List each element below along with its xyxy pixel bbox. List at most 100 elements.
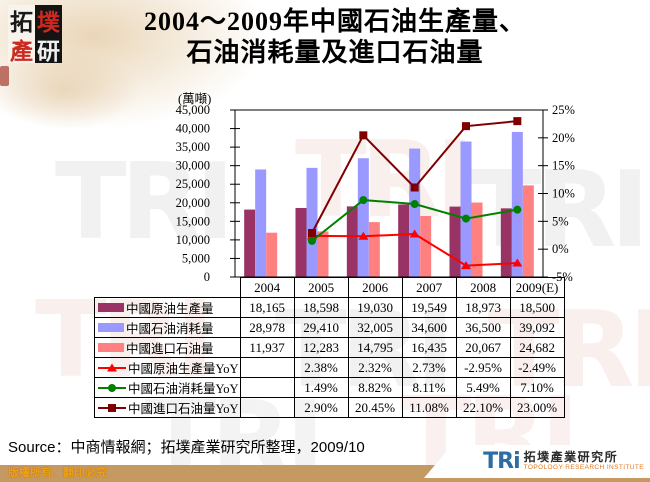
copyright-note: 版權所有．翻印必究 xyxy=(8,467,107,479)
seal-char-icon: 研 xyxy=(35,34,62,64)
legend-label-text: 中國石油消耗量 xyxy=(126,322,214,336)
line-series xyxy=(307,229,523,270)
legend-line-marker-icon xyxy=(98,383,126,392)
square-marker-icon xyxy=(359,131,368,140)
value-cell: 28,978 xyxy=(239,317,295,338)
left-axis-tick-label: 40,000 xyxy=(176,122,210,136)
year-header-cell: 2004 xyxy=(239,277,295,298)
table-row: 中國石油消耗量 28,978 29,410 32,005 34,600 36,500 39,… xyxy=(94,317,565,338)
value-cell: 8.82% xyxy=(347,377,403,398)
right-axis-tick-label: 0% xyxy=(552,242,569,256)
left-axis-tick-label: 20,000 xyxy=(176,196,210,210)
left-axis-tick-label: 0 xyxy=(204,270,210,284)
value-cell: 2.90% xyxy=(293,397,349,418)
bar xyxy=(460,141,472,277)
value-cell: 11,937 xyxy=(239,337,295,358)
legend-label-text: 中國石油消耗量YoY xyxy=(128,382,239,396)
year-header-cell: 2006 xyxy=(347,277,403,298)
legend-label-cell: 中國原油生產量 xyxy=(94,297,241,318)
right-axis-tick-label: 15% xyxy=(552,159,575,173)
bar xyxy=(420,216,432,277)
bar xyxy=(398,204,410,277)
bar xyxy=(368,222,380,277)
page-title-line1: 2004～2009年中國石油生產量、 xyxy=(143,7,526,36)
legend-label-cell: 中國石油消耗量 xyxy=(94,317,241,338)
left-axis-tick-label: 15,000 xyxy=(176,214,210,228)
square-marker-icon xyxy=(513,117,522,126)
triangle-marker-icon xyxy=(358,231,369,240)
legend-label-text: 中國進口石油量 xyxy=(126,342,214,356)
legend-line-marker-icon xyxy=(98,403,126,412)
square-marker-icon xyxy=(462,122,470,131)
legend-swatch-icon xyxy=(98,323,124,332)
value-cell: 12,283 xyxy=(293,337,349,358)
value-cell xyxy=(239,397,295,418)
legend-line-marker-icon xyxy=(98,363,126,371)
line-series xyxy=(308,196,522,245)
table-row: 中國原油生產量 18,165 18,598 19,030 19,549 18,973 18,… xyxy=(94,297,565,318)
value-cell: 29,410 xyxy=(293,317,349,338)
value-cell: 1.49% xyxy=(293,377,349,398)
circle-marker-icon xyxy=(462,214,470,223)
value-cell: 2.32% xyxy=(347,357,403,378)
bar-series xyxy=(255,131,523,277)
bar xyxy=(266,232,278,277)
bar xyxy=(306,167,318,277)
legend-swatch-icon xyxy=(98,303,124,312)
watermark-text: TRI xyxy=(55,141,235,263)
legend-swatch-icon xyxy=(98,343,124,352)
square-marker-icon xyxy=(308,229,316,238)
value-cell: 18,973 xyxy=(455,297,511,318)
value-cell: 7.10% xyxy=(509,377,565,398)
line-series xyxy=(308,117,522,238)
value-cell: 5.49% xyxy=(455,377,511,398)
circle-marker-icon xyxy=(308,236,316,245)
value-cell: 20,067 xyxy=(455,337,511,358)
value-cell: 2.73% xyxy=(401,357,457,378)
value-cell: 39,092 xyxy=(509,317,565,338)
table-row: 中國進口石油量YoY 2.90% 20.45% 11.08% 22.10% 23.00% xyxy=(94,397,565,418)
value-cell xyxy=(239,357,295,378)
bar xyxy=(500,208,512,277)
org-name-zh: 拓墣產業研究所 xyxy=(523,450,619,464)
left-axis-tick-label: 45,000 xyxy=(176,103,210,117)
bar xyxy=(244,209,256,277)
beige-map-watermark-2 xyxy=(0,50,140,130)
value-cell: 23.00% xyxy=(509,397,565,418)
circle-marker-icon xyxy=(359,196,368,205)
left-axis-tick-label: 5,000 xyxy=(182,251,210,265)
bar xyxy=(255,169,267,277)
table-corner-spacer xyxy=(95,278,241,298)
page-title-line2: 石油消耗量及進口石油量 xyxy=(186,38,484,68)
left-axis-tick-label: 25,000 xyxy=(176,177,210,191)
value-cell: 16,435 xyxy=(401,337,457,358)
bar-series xyxy=(244,204,512,277)
triangle-marker-icon xyxy=(512,258,523,267)
legend-label-cell: 中國進口石油量YoY xyxy=(94,397,241,418)
legend-label-cell: 中國進口石油量 xyxy=(94,337,241,358)
page-title: 2004～2009年中國石油生產量、 石油消耗量及進口石油量 xyxy=(105,6,565,68)
combo-chart-svg: (萬噸) 0 5,000 10,000 15,000 20,000 25,000 30,000… xyxy=(176,92,575,284)
legend-label-text: 中國原油生產量 xyxy=(126,302,214,316)
seal-char-icon: 拓 xyxy=(8,5,35,35)
value-cell: 19,549 xyxy=(401,297,457,318)
value-cell: 18,165 xyxy=(239,297,295,318)
legend-label-cell: 中國石油消耗量YoY xyxy=(94,377,241,398)
value-cell: -2.49% xyxy=(509,357,565,378)
year-header-cell: 2007 xyxy=(401,277,457,298)
bar xyxy=(346,206,358,277)
value-cell: -2.95% xyxy=(455,357,511,378)
value-cell: 34,600 xyxy=(401,317,457,338)
value-cell: 22.10% xyxy=(455,397,511,418)
bar xyxy=(409,148,421,277)
left-axis-tick-label: 10,000 xyxy=(176,233,210,247)
org-name-en: TOPOLOGY RESEARCH INSTITUTE xyxy=(523,464,644,472)
bar xyxy=(522,185,534,277)
watermark-text: TRI xyxy=(470,149,650,271)
triangle-marker-icon xyxy=(409,229,420,238)
circle-marker-icon xyxy=(410,200,419,209)
value-cell: 18,500 xyxy=(509,297,565,318)
value-cell: 19,030 xyxy=(347,297,403,318)
chart-data-table-wrap: 2004 2005 2006 2007 2008 2009(E) 中國原油生產量 18,165… xyxy=(94,277,565,418)
circle-marker-icon xyxy=(513,205,522,214)
